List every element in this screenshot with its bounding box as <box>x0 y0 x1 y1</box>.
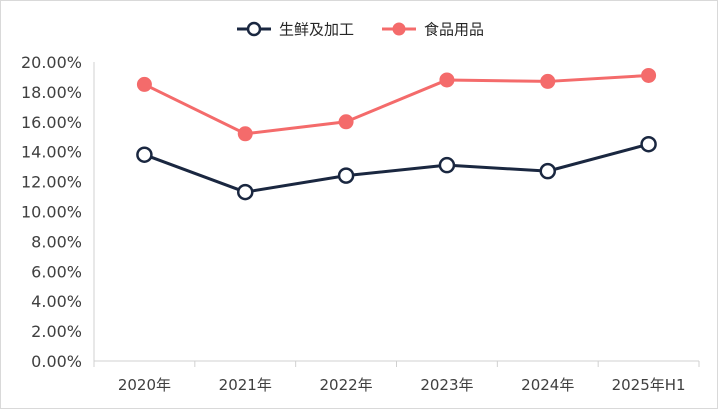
data-point <box>539 162 556 180</box>
y-tick-label: 0.00% <box>31 352 82 371</box>
legend-label: 食品用品 <box>424 21 484 39</box>
y-tick-label: 18.00% <box>21 83 82 102</box>
y-tick-label: 10.00% <box>21 203 82 222</box>
data-point <box>337 167 355 184</box>
x-tick-label: 2025年H1 <box>612 376 686 394</box>
x-axis: 2020年 2021年 2022年 2023年 2024年 2025年H1 <box>93 360 700 394</box>
series-layer <box>136 67 657 201</box>
data-point <box>641 67 657 83</box>
data-point <box>540 73 556 89</box>
y-tick-label: 20.00% <box>21 53 82 72</box>
data-point <box>237 183 254 201</box>
y-tick-label: 8.00% <box>31 232 82 251</box>
data-point <box>338 114 354 130</box>
x-tick-label: 2020年 <box>118 376 171 394</box>
series-line <box>143 73 649 136</box>
x-tick-label: 2023年 <box>420 376 473 394</box>
x-tick-label: 2024年 <box>521 376 574 394</box>
data-point <box>438 156 456 174</box>
data-point <box>439 72 455 88</box>
series-2 <box>136 67 657 142</box>
series-line <box>143 142 649 194</box>
y-tick-label: 12.00% <box>21 173 82 192</box>
legend-marker <box>246 21 262 37</box>
y-tick-label: 16.00% <box>21 113 82 132</box>
series-1 <box>136 135 657 201</box>
legend-entry: 生鲜及加工 <box>237 21 354 39</box>
legend-label: 生鲜及加工 <box>279 21 354 39</box>
y-tick-label: 14.00% <box>21 143 82 162</box>
data-point <box>136 146 153 163</box>
x-tick-label: 2021年 <box>219 376 272 394</box>
y-tick-label: 6.00% <box>31 262 82 281</box>
y-tick-label: 4.00% <box>31 292 82 311</box>
data-point <box>640 135 657 153</box>
data-point <box>237 126 253 142</box>
legend: 生鲜及加工 食品用品 <box>237 21 484 39</box>
data-point <box>136 76 152 92</box>
x-tick-label: 2022年 <box>319 376 372 394</box>
y-tick-label: 2.00% <box>31 322 82 341</box>
y-axis: 0.00% 2.00% 4.00% 6.00% 8.00% 10.00% 12.00% 14.… <box>21 53 95 371</box>
legend-marker <box>392 22 406 36</box>
legend-entry: 食品用品 <box>382 21 484 39</box>
